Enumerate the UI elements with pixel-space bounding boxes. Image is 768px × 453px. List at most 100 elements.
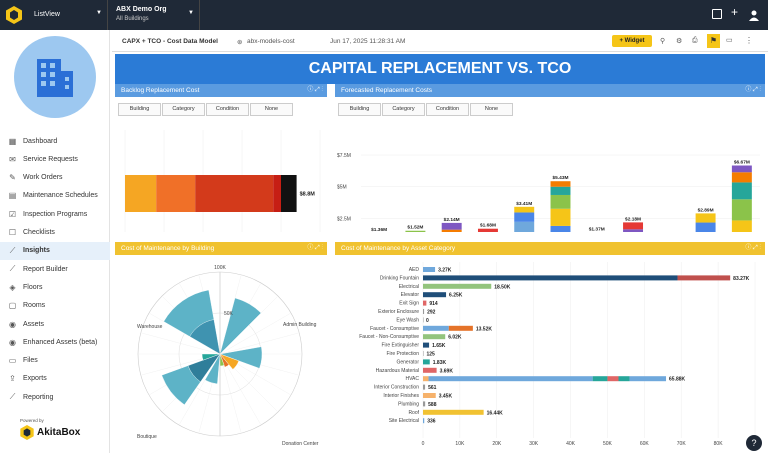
sidebar-item-reporting[interactable]: ⟋ Reporting	[0, 388, 110, 406]
add-widget-button[interactable]: + Widget	[612, 35, 652, 47]
panel-actions-icon[interactable]: ⓘ ⤢ ⋮	[745, 87, 761, 93]
user-icon[interactable]	[749, 8, 759, 26]
forecast-bar-segment[interactable]	[731, 199, 752, 221]
forecast-bar-segment[interactable]	[550, 186, 571, 195]
sidebar-item-assets[interactable]: ◉ Assets	[0, 315, 110, 333]
forecast-bar-segment[interactable]	[731, 172, 752, 183]
polar-wedge[interactable]	[219, 346, 263, 369]
sidebar-item-dashboard[interactable]: ▦ Dashboard	[0, 132, 110, 150]
asset-bar[interactable]	[423, 267, 436, 272]
asset-bar[interactable]	[423, 325, 449, 331]
asset-bar[interactable]	[677, 275, 731, 281]
asset-bar[interactable]	[423, 317, 424, 323]
comment-icon[interactable]: ▭	[726, 37, 733, 44]
sidebar-item-floors[interactable]: ◈ Floors	[0, 278, 110, 296]
forecast-bar-segment[interactable]	[514, 206, 535, 213]
org-selector[interactable]: ABX Demo Org All Buildings ▼	[110, 0, 200, 30]
forecast-bar-segment[interactable]	[441, 229, 462, 232]
sidebar-item-enhanced-assets-beta[interactable]: ◉ Enhanced Assets (beta)	[0, 333, 110, 351]
forecast-bar-segment[interactable]	[550, 208, 571, 226]
panel-actions-icon[interactable]: ⓘ ⤢ ⋮	[307, 87, 323, 93]
scan-icon[interactable]	[712, 9, 722, 19]
asset-bar[interactable]	[423, 409, 484, 415]
asset-bar[interactable]	[592, 376, 608, 382]
polar-wedge[interactable]	[187, 353, 221, 383]
asset-bar[interactable]	[423, 393, 436, 398]
sidebar-item-exports[interactable]: ⇪ Exports	[0, 370, 110, 388]
sidebar-item-rooms[interactable]: ▢ Rooms	[0, 297, 110, 315]
panel-actions-icon[interactable]: ⓘ ⤢ ⋮	[307, 245, 323, 251]
backlog-bar-segment[interactable]	[281, 175, 297, 212]
forecast-bar-segment[interactable]	[731, 165, 752, 173]
sidebar-item-work-orders[interactable]: ✎ Work Orders	[0, 169, 110, 187]
forecast-bar-segment[interactable]	[514, 212, 535, 222]
filter-building[interactable]: Building	[118, 103, 161, 116]
asset-bar[interactable]	[428, 376, 593, 382]
help-button[interactable]: ?	[746, 435, 762, 451]
bookmark-button[interactable]: ⚑	[707, 34, 720, 48]
forecast-bar-segment[interactable]	[514, 221, 535, 232]
asset-bar[interactable]	[618, 376, 630, 382]
listview-selector[interactable]: ListView ▼	[28, 0, 108, 30]
asset-bar[interactable]	[448, 325, 473, 331]
forecast-bar-segment[interactable]	[623, 229, 644, 232]
asset-bar[interactable]	[423, 342, 430, 348]
filter-building[interactable]: Building	[338, 103, 381, 116]
asset-bar[interactable]	[423, 418, 425, 424]
asset-bar[interactable]	[423, 376, 429, 382]
backlog-bar-segment[interactable]	[125, 175, 157, 212]
model-selector[interactable]: abx-models-cost	[247, 38, 295, 45]
asset-bar[interactable]	[423, 292, 447, 298]
forecast-bar-segment[interactable]	[550, 181, 571, 187]
forecast-bar-segment[interactable]	[695, 213, 716, 223]
asset-bar[interactable]	[423, 300, 427, 306]
polar-wedge[interactable]	[219, 353, 230, 368]
forecast-bar-segment[interactable]	[477, 228, 498, 232]
filter-condition[interactable]: Condition	[426, 103, 469, 116]
asset-bar[interactable]	[629, 376, 667, 382]
print-icon[interactable]: ⎙	[692, 37, 698, 44]
backlog-bar-segment[interactable]	[156, 175, 196, 212]
forecast-bar-segment[interactable]	[550, 225, 571, 232]
sidebar-item-service-requests[interactable]: ✉ Service Requests	[0, 150, 110, 168]
forecast-bar-segment[interactable]	[623, 222, 644, 230]
forecast-bar-segment[interactable]	[731, 220, 752, 232]
filter-condition[interactable]: Condition	[206, 103, 249, 116]
asset-bar[interactable]	[423, 401, 426, 407]
polar-wedge[interactable]	[219, 353, 240, 370]
akitabox-logo-icon[interactable]	[6, 6, 22, 24]
sidebar-item-report-builder[interactable]: ⟋ Report Builder	[0, 260, 110, 278]
asset-bar[interactable]	[423, 351, 424, 356]
sidebar-item-checklists[interactable]: ☐ Checklists	[0, 224, 110, 242]
forecast-bar-segment[interactable]	[695, 222, 716, 232]
asset-bar[interactable]	[423, 309, 425, 314]
polar-wedge[interactable]	[219, 297, 262, 355]
filter-none[interactable]: None	[250, 103, 293, 116]
polar-wedge[interactable]	[189, 319, 221, 355]
asset-bar[interactable]	[423, 384, 426, 390]
add-icon[interactable]: +	[731, 5, 739, 19]
more-options-icon[interactable]: ⋮	[745, 36, 753, 45]
panel-actions-icon[interactable]: ⓘ ⤢ ⋮	[745, 245, 761, 251]
asset-bar[interactable]	[423, 359, 430, 365]
settings-icon[interactable]: ⚙	[676, 38, 683, 45]
sidebar-item-maintenance-schedules[interactable]: ▤ Maintenance Schedules	[0, 187, 110, 205]
polar-wedge[interactable]	[201, 353, 221, 361]
asset-bar[interactable]	[423, 334, 446, 340]
filter-category[interactable]: Category	[382, 103, 425, 116]
forecast-bar-segment[interactable]	[550, 194, 571, 209]
sidebar-item-inspection-programs[interactable]: ☑ Inspection Programs	[0, 205, 110, 223]
backlog-bar-segment[interactable]	[195, 175, 274, 212]
filter-icon[interactable]: ⚲	[660, 38, 666, 45]
asset-bar[interactable]	[607, 376, 619, 382]
sidebar-item-insights[interactable]: ⟋ Insights	[0, 241, 110, 260]
filter-category[interactable]: Category	[162, 103, 205, 116]
forecast-bar-segment[interactable]	[731, 182, 752, 200]
asset-bar[interactable]	[423, 283, 492, 289]
backlog-bar-segment[interactable]	[273, 175, 281, 212]
forecast-bar-segment[interactable]	[441, 222, 462, 230]
sidebar-item-files[interactable]: ▭ Files	[0, 352, 110, 370]
polar-wedge[interactable]	[204, 353, 221, 385]
filter-none[interactable]: None	[470, 103, 513, 116]
asset-bar[interactable]	[423, 367, 437, 373]
